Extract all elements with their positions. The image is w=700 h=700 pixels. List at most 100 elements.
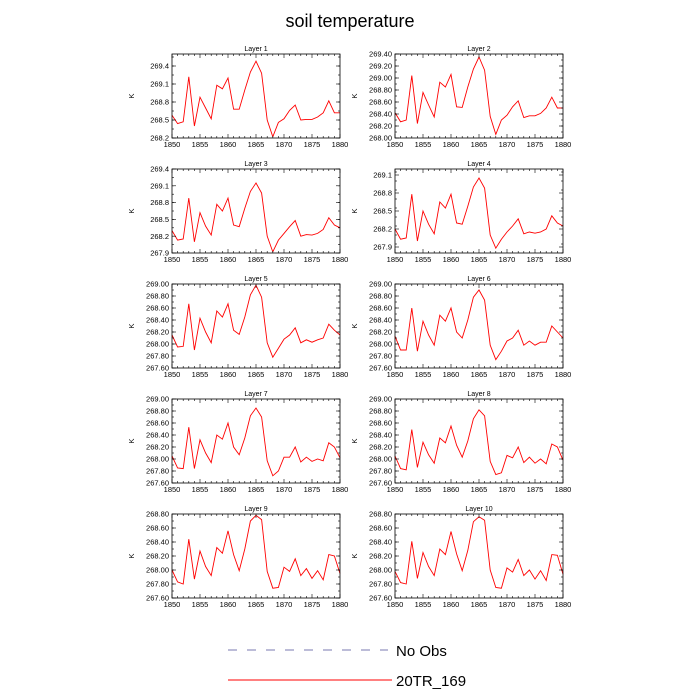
y-tick-label: 268.40: [369, 316, 392, 325]
y-tick-label: 268.00: [369, 566, 392, 575]
y-axis-label: K: [127, 93, 136, 98]
legend: No Obs 20TR_169: [228, 643, 466, 690]
x-tick-label: 1875: [527, 140, 544, 149]
panel-layer-9: Layer 9 K 1850 1855 1860 1865 1870 1875 1880 267.…: [127, 506, 348, 609]
y-tick-label: 267.9: [150, 249, 169, 258]
y-tick-label: 267.9: [373, 243, 392, 252]
x-tick-label: 1850: [387, 255, 404, 264]
x-tick-label: 1855: [415, 600, 432, 609]
x-tick-label: 1860: [443, 255, 460, 264]
x-tick-label: 1880: [332, 140, 349, 149]
x-tick-label: 1855: [192, 485, 209, 494]
y-tick-label: 268.2: [150, 134, 169, 143]
y-tick-label: 268.60: [369, 304, 392, 313]
y-tick-label: 268.80: [146, 292, 169, 301]
x-tick-label: 1875: [304, 485, 321, 494]
x-tick-label: 1865: [248, 255, 265, 264]
x-tick-label: 1860: [443, 600, 460, 609]
x-tick-label: 1865: [471, 140, 488, 149]
panel-title: Layer 3: [244, 161, 267, 168]
x-tick-label: 1870: [276, 600, 293, 609]
legend-label-no-obs: No Obs: [396, 643, 447, 660]
y-axis-label: K: [127, 323, 136, 328]
x-tick-label: 1850: [164, 485, 181, 494]
y-tick-label: 268.40: [146, 431, 169, 440]
y-tick-label: 268.8: [150, 98, 169, 107]
x-tick-label: 1850: [387, 370, 404, 379]
x-tick-label: 1880: [332, 255, 349, 264]
x-tick-label: 1865: [471, 370, 488, 379]
y-tick-label: 268.5: [150, 215, 169, 224]
y-tick-label: 267.60: [369, 594, 392, 603]
x-tick-label: 1875: [304, 600, 321, 609]
y-tick-label: 268.20: [369, 328, 392, 337]
y-axis-label: K: [350, 323, 359, 328]
x-tick-label: 1860: [220, 140, 237, 149]
y-tick-label: 268.00: [369, 455, 392, 464]
y-tick-label: 268.40: [146, 538, 169, 547]
x-tick-label: 1865: [471, 255, 488, 264]
y-tick-label: 268.20: [369, 552, 392, 561]
x-tick-label: 1855: [192, 600, 209, 609]
x-tick-label: 1865: [248, 600, 265, 609]
y-tick-label: 269.40: [369, 50, 392, 59]
x-tick-label: 1855: [415, 370, 432, 379]
y-tick-label: 268.60: [369, 524, 392, 533]
x-tick-label: 1865: [471, 600, 488, 609]
panel-layer-2: Layer 2 K 1850 1855 1860 1865 1870 1875 1880 268.…: [350, 46, 571, 149]
x-tick-label: 1850: [164, 140, 181, 149]
x-tick-label: 1860: [443, 485, 460, 494]
panel-layer-7: Layer 7 K 1850 1855 1860 1865 1870 1875 1880 267.…: [127, 391, 348, 494]
legend-label-20tr-169: 20TR_169: [396, 673, 466, 690]
y-axis-label: K: [350, 93, 359, 98]
series-line-20tr-169: [171, 284, 341, 359]
x-tick-label: 1855: [415, 255, 432, 264]
y-tick-label: 268.5: [373, 207, 392, 216]
series-line-20tr-169: [171, 182, 341, 254]
panel-layer-8: Layer 8 K 1850 1855 1860 1865 1870 1875 1880 267.…: [350, 391, 571, 494]
x-tick-label: 1855: [192, 370, 209, 379]
y-tick-label: 268.60: [146, 419, 169, 428]
x-tick-label: 1870: [276, 140, 293, 149]
x-tick-label: 1880: [555, 600, 572, 609]
plot-frame: [171, 283, 341, 369]
y-tick-label: 268.60: [146, 304, 169, 313]
y-tick-label: 267.60: [146, 364, 169, 373]
panel-title: Layer 7: [244, 391, 267, 398]
y-tick-label: 268.20: [369, 122, 392, 131]
y-tick-label: 269.20: [369, 62, 392, 71]
series-line-20tr-169: [394, 289, 564, 361]
plot-frame: [394, 513, 564, 599]
y-tick-label: 268.8: [150, 198, 169, 207]
x-tick-label: 1860: [220, 255, 237, 264]
x-tick-label: 1855: [192, 255, 209, 264]
x-tick-label: 1850: [387, 140, 404, 149]
x-tick-label: 1880: [332, 485, 349, 494]
y-tick-label: 269.00: [369, 395, 392, 404]
x-tick-label: 1850: [164, 370, 181, 379]
y-tick-label: 269.00: [369, 280, 392, 289]
panel-title: Layer 5: [244, 276, 267, 283]
y-tick-label: 268.60: [369, 419, 392, 428]
x-tick-label: 1860: [220, 370, 237, 379]
y-tick-label: 268.8: [373, 189, 392, 198]
x-tick-label: 1865: [471, 485, 488, 494]
x-tick-label: 1870: [499, 255, 516, 264]
y-tick-label: 269.00: [369, 74, 392, 83]
series-line-20tr-169: [394, 409, 564, 476]
panel-layer-6: Layer 6 K 1850 1855 1860 1865 1870 1875 1880 267.…: [350, 276, 571, 379]
y-tick-label: 269.4: [150, 62, 169, 71]
x-tick-label: 1875: [527, 370, 544, 379]
y-tick-label: 269.4: [150, 165, 169, 174]
x-tick-label: 1865: [248, 140, 265, 149]
x-tick-label: 1855: [415, 485, 432, 494]
plot-frame: [394, 168, 564, 254]
y-tick-label: 268.00: [146, 455, 169, 464]
x-tick-label: 1875: [304, 370, 321, 379]
panel-layer-3: Layer 3 K 1850 1855 1860 1865 1870 1875 1880 267.…: [127, 161, 348, 264]
y-axis-label: K: [127, 553, 136, 558]
panel-title: Layer 10: [465, 506, 492, 513]
x-tick-label: 1880: [555, 140, 572, 149]
y-tick-label: 267.80: [369, 352, 392, 361]
x-tick-label: 1870: [499, 140, 516, 149]
